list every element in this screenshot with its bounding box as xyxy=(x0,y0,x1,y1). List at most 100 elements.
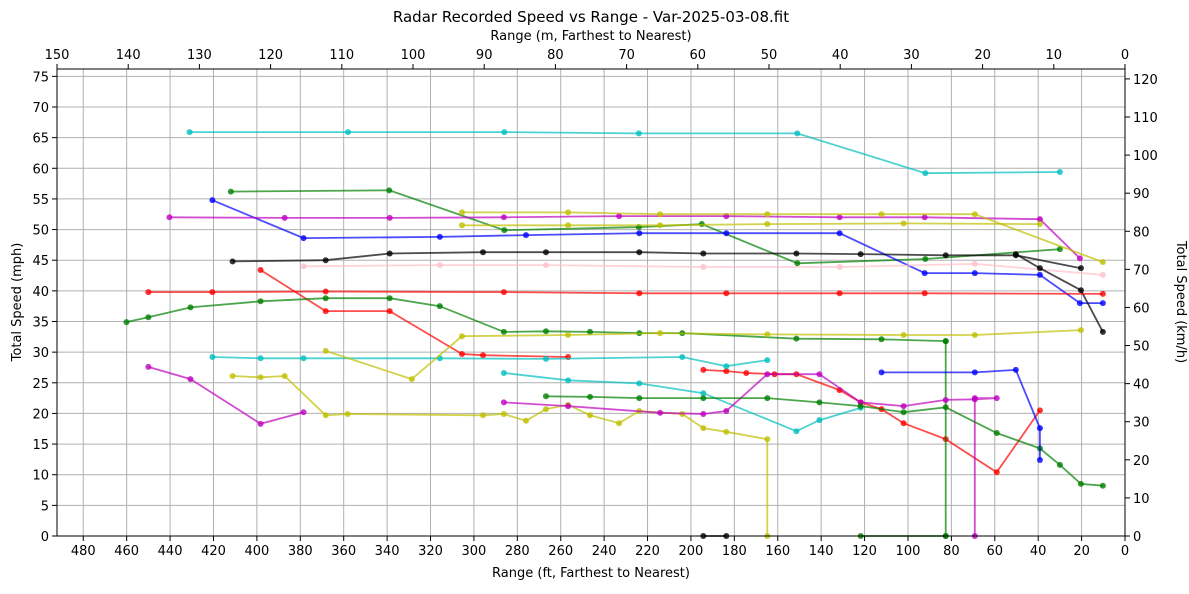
point xyxy=(816,371,823,378)
point xyxy=(942,396,949,403)
point xyxy=(764,221,771,228)
x-tick-label: 40 xyxy=(1030,544,1047,559)
point xyxy=(636,290,643,297)
point xyxy=(942,404,949,411)
series-line xyxy=(545,395,1103,487)
point xyxy=(386,295,393,302)
point xyxy=(1036,216,1043,223)
point xyxy=(458,333,465,340)
y-tick-label: 20 xyxy=(32,407,49,422)
point xyxy=(971,270,978,277)
point xyxy=(922,170,929,177)
y-tick-label: 15 xyxy=(32,438,49,453)
point xyxy=(166,214,173,221)
point xyxy=(300,263,307,270)
y-tick-label: 60 xyxy=(32,162,49,177)
x-tick-label: 220 xyxy=(635,544,660,559)
point xyxy=(878,369,885,376)
point xyxy=(209,354,216,361)
point xyxy=(344,411,351,418)
x-tick-label: 100 xyxy=(896,544,921,559)
point xyxy=(500,214,507,221)
point xyxy=(386,214,393,221)
point xyxy=(743,369,750,376)
point xyxy=(408,376,415,383)
point xyxy=(921,270,928,277)
point xyxy=(522,417,529,424)
point xyxy=(723,363,730,370)
x2-tick-label: 130 xyxy=(187,48,212,63)
y2-tick-label: 80 xyxy=(1133,225,1150,240)
point xyxy=(616,420,623,427)
point xyxy=(480,249,487,256)
point xyxy=(764,357,771,364)
point xyxy=(386,308,393,315)
x-tick-label: 300 xyxy=(461,544,486,559)
series-line xyxy=(212,199,1103,304)
x-tick-label: 20 xyxy=(1073,544,1090,559)
point xyxy=(542,393,549,400)
series-line xyxy=(462,222,1040,227)
point xyxy=(700,263,707,270)
point xyxy=(700,395,707,402)
x2-tick-label: 60 xyxy=(690,48,707,63)
point xyxy=(123,319,130,326)
x2-tick-label: 120 xyxy=(258,48,283,63)
point xyxy=(542,249,549,256)
point xyxy=(794,260,801,267)
point xyxy=(227,188,234,195)
point xyxy=(1076,300,1083,307)
point xyxy=(500,399,507,406)
point xyxy=(793,250,800,257)
point xyxy=(764,211,771,218)
point xyxy=(900,220,907,227)
point xyxy=(345,129,352,136)
point xyxy=(764,395,771,402)
point xyxy=(700,390,707,397)
x-tick-label: 280 xyxy=(505,544,530,559)
point xyxy=(565,331,572,338)
point xyxy=(657,222,664,229)
point xyxy=(1099,300,1106,307)
y-tick-label: 5 xyxy=(41,499,49,514)
point xyxy=(501,227,508,234)
x-tick-label: 480 xyxy=(71,544,96,559)
y-tick-label: 45 xyxy=(32,254,49,269)
point xyxy=(542,328,549,335)
point xyxy=(700,411,707,418)
point xyxy=(1036,457,1043,464)
point xyxy=(436,303,443,310)
point xyxy=(1036,425,1043,432)
x-tick-label: 360 xyxy=(331,544,356,559)
point xyxy=(1077,327,1084,334)
point xyxy=(793,428,800,435)
y-tick-label: 0 xyxy=(41,530,49,545)
x2-tick-label: 10 xyxy=(1046,48,1063,63)
point xyxy=(921,290,928,297)
point xyxy=(922,255,929,262)
point xyxy=(764,436,771,443)
point xyxy=(145,289,152,296)
point xyxy=(1056,461,1063,468)
point xyxy=(700,425,707,432)
point xyxy=(900,403,907,410)
x2-tick-label: 80 xyxy=(547,48,564,63)
y2-tick-label: 90 xyxy=(1133,187,1150,202)
y-tick-label: 10 xyxy=(32,469,49,484)
point xyxy=(458,350,465,357)
y2-axis-label: Total Speed (km/h) xyxy=(1173,240,1188,363)
point xyxy=(636,249,643,256)
point xyxy=(657,330,664,337)
point xyxy=(186,129,193,136)
point xyxy=(542,406,549,413)
point xyxy=(857,403,864,410)
point xyxy=(1077,265,1084,272)
point xyxy=(993,469,1000,476)
point xyxy=(565,377,572,384)
point xyxy=(878,211,885,218)
x2-tick-label: 150 xyxy=(45,48,70,63)
x-tick-label: 180 xyxy=(722,544,747,559)
y2-tick-label: 120 xyxy=(1133,73,1158,88)
point xyxy=(257,355,264,362)
